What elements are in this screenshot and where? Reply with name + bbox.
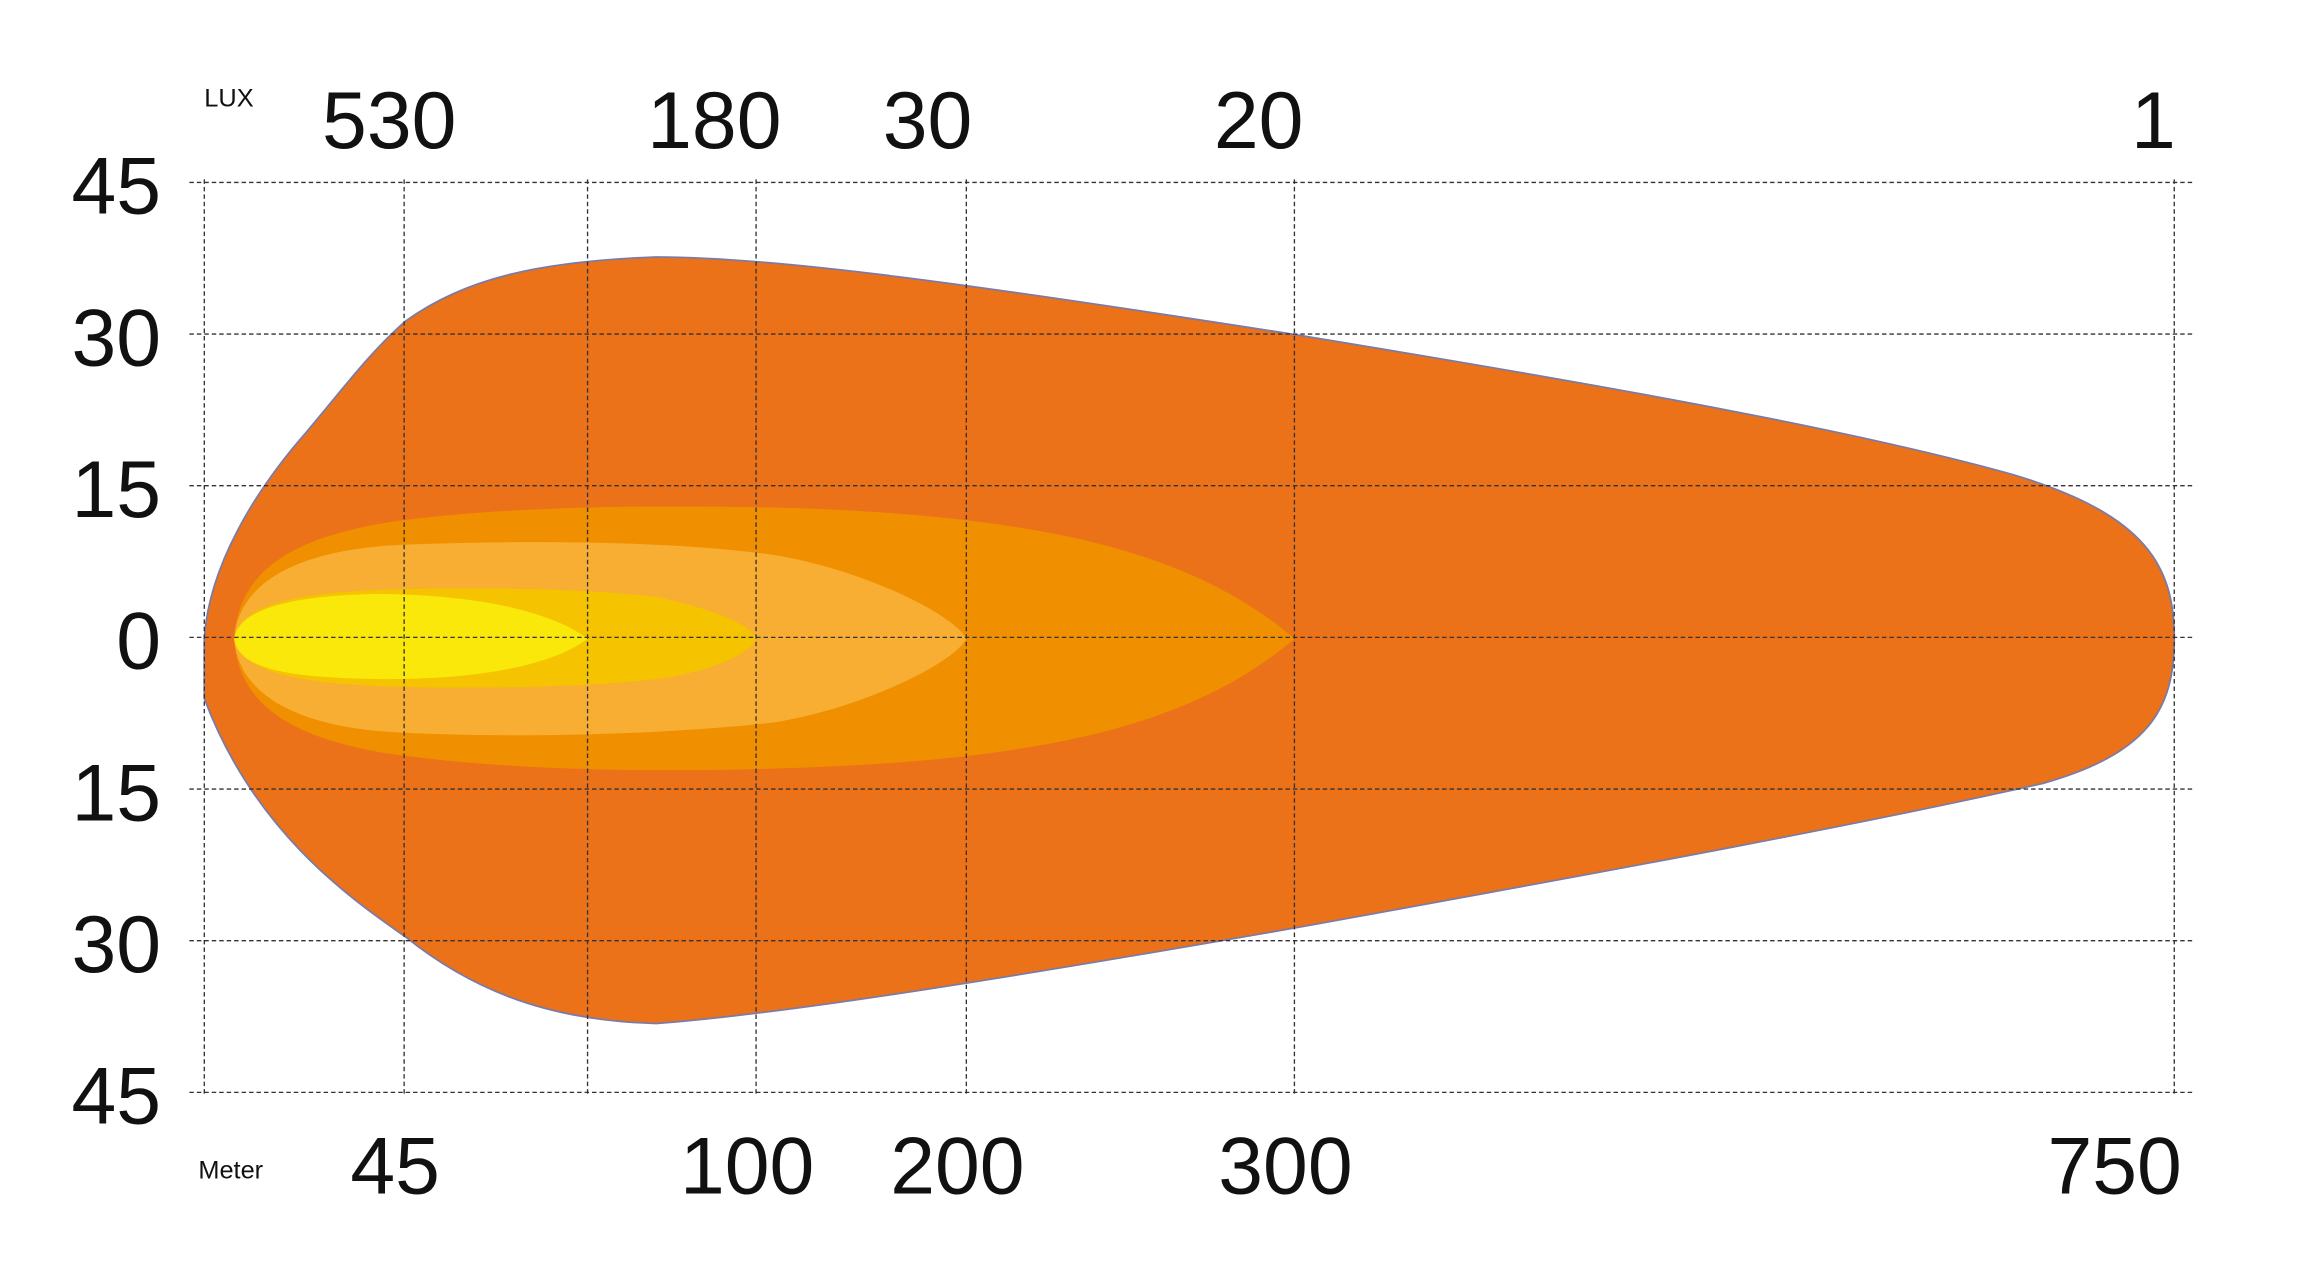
contour-73m [234, 593, 588, 680]
beam-contours [203, 256, 2176, 1025]
meter-tick-label: 100 [680, 1121, 814, 1211]
y-tick-label: 30 [71, 293, 161, 383]
meter-unit-label: Meter [198, 1157, 263, 1185]
y-tick-label: 30 [71, 900, 161, 990]
y-tick-label: 0 [116, 597, 161, 687]
y-tick-label: 45 [71, 1052, 161, 1142]
y-tick-label: 15 [71, 748, 161, 838]
lux-label: 530 [322, 76, 456, 166]
meter-tick-label: 750 [2047, 1121, 2181, 1211]
lux-label: 20 [1214, 76, 1304, 166]
meter-tick-label: 300 [1218, 1121, 1352, 1211]
lux-label: 180 [647, 76, 781, 166]
grid-lines [189, 179, 2196, 1096]
lux-label: 30 [883, 76, 973, 166]
axis-labels: LUX Meter 45 30 15 0 15 30 45 530 180 30 20 1 45 100 200… [71, 76, 2181, 1211]
lux-unit-label: LUX [204, 84, 253, 112]
meter-tick-label: 45 [350, 1121, 440, 1211]
y-tick-label: 45 [71, 142, 161, 232]
y-tick-label: 15 [71, 445, 161, 535]
lux-label: 1 [2131, 76, 2176, 166]
meter-tick-label: 200 [890, 1121, 1024, 1211]
